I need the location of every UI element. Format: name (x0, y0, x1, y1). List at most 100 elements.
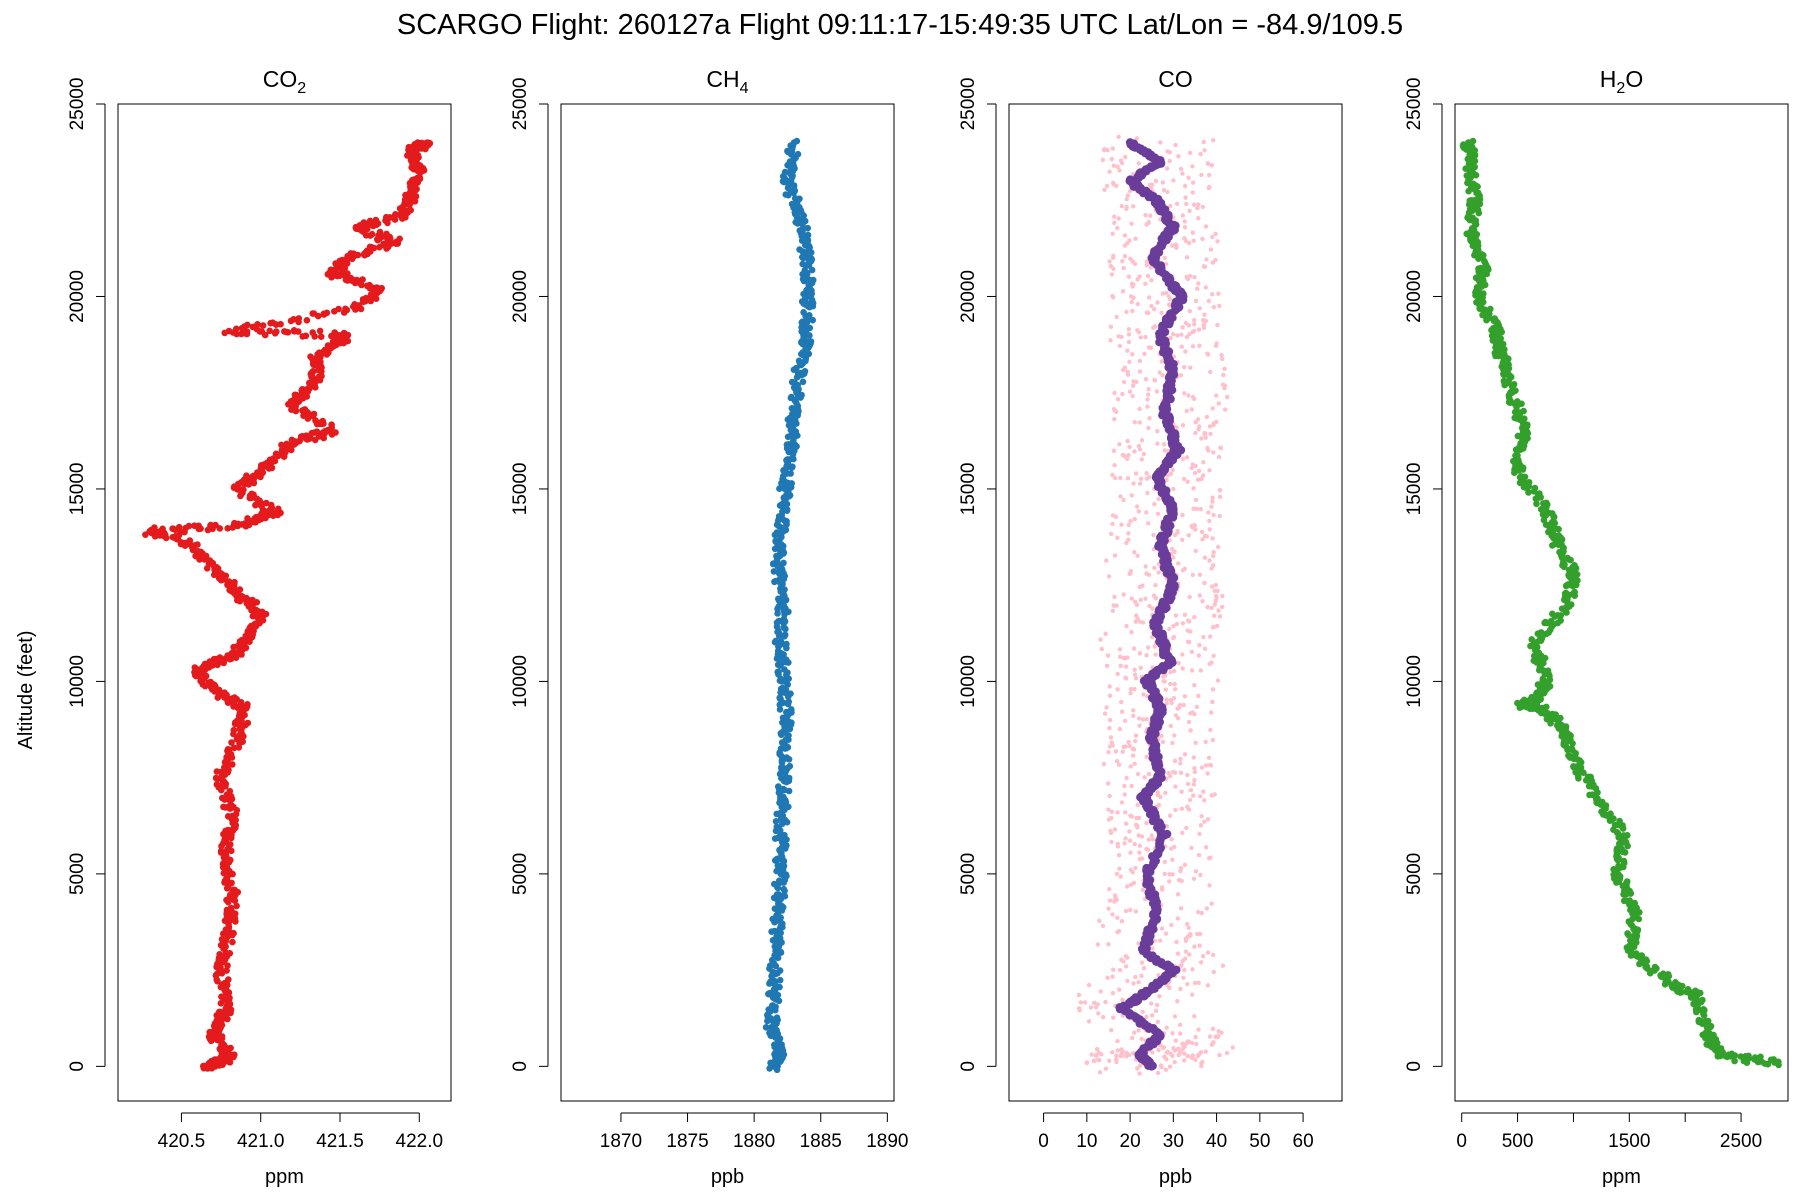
data-point (1126, 274, 1132, 279)
data-point (1114, 1057, 1119, 1062)
figure-title: SCARGO Flight: 260127a Flight 09:11:17-1… (397, 9, 1403, 41)
data-point (1158, 794, 1163, 800)
data-point (1175, 999, 1180, 1004)
data-point (1115, 1038, 1120, 1044)
data-point (1110, 608, 1116, 613)
data-point (1190, 967, 1195, 972)
data-point (1524, 435, 1531, 442)
data-point (1088, 1005, 1094, 1010)
data-point (1132, 761, 1137, 766)
data-point (1196, 693, 1201, 699)
data-point (1155, 790, 1161, 795)
data-point (1153, 324, 1158, 329)
data-point (1189, 668, 1195, 673)
data-point (1114, 603, 1119, 608)
x-tick-label: 421.5 (316, 1131, 364, 1152)
data-point (146, 528, 153, 535)
data-point (273, 508, 280, 516)
data-point (1171, 486, 1176, 492)
data-point (1190, 164, 1195, 169)
data-point (225, 928, 233, 935)
data-point (1172, 844, 1177, 850)
data-point (1209, 605, 1214, 611)
data-point (1129, 493, 1134, 498)
data-point (1167, 626, 1172, 632)
data-point (1127, 743, 1132, 749)
data-point (1191, 876, 1197, 881)
data-point (1197, 343, 1202, 348)
data-point (1131, 880, 1137, 886)
data-point (1211, 624, 1216, 630)
data-point (1126, 339, 1132, 345)
data-point (1152, 565, 1157, 571)
data-point (781, 887, 788, 895)
data-point (1124, 664, 1129, 669)
data-point (1215, 623, 1220, 629)
data-point (1176, 1046, 1181, 1051)
data-point (1210, 1026, 1216, 1032)
data-point (1180, 171, 1185, 176)
data-point (1485, 310, 1493, 318)
data-point (1125, 348, 1130, 353)
data-point (1189, 523, 1194, 529)
data-point (1191, 329, 1197, 334)
data-point (241, 639, 249, 647)
data-point (418, 139, 425, 147)
data-point (1101, 1014, 1106, 1020)
data-point (1185, 804, 1190, 809)
data-point (1121, 655, 1126, 661)
data-point (1115, 841, 1121, 846)
data-point (1505, 376, 1513, 384)
data-point (787, 690, 794, 697)
data-point (1205, 604, 1210, 610)
data-point (1180, 666, 1185, 671)
data-point (1731, 1057, 1738, 1065)
data-point (1185, 639, 1191, 644)
data-point (1148, 265, 1154, 270)
data-point (1176, 877, 1182, 883)
data-point (1122, 841, 1127, 846)
data-point (1171, 178, 1176, 183)
data-point (227, 1006, 235, 1014)
data-point (1125, 138, 1135, 147)
data-point (777, 685, 785, 693)
data-point (1211, 450, 1216, 455)
data-point (1213, 231, 1218, 237)
data-point (1170, 243, 1175, 248)
data-point (241, 520, 249, 527)
data-point (1145, 397, 1150, 402)
panel-title: CO2 (263, 66, 307, 97)
data-point (1162, 255, 1167, 261)
data-point (229, 761, 236, 768)
data-point (1146, 425, 1151, 431)
data-point (1210, 234, 1215, 240)
data-point (1128, 691, 1133, 696)
data-point (1169, 504, 1178, 513)
data-point (1207, 468, 1212, 473)
data-point (1213, 343, 1219, 348)
data-point (1157, 938, 1163, 943)
data-point (804, 331, 811, 339)
data-point (1164, 477, 1169, 483)
data-point (1169, 581, 1178, 590)
data-point (1164, 1025, 1169, 1030)
data-point (1626, 942, 1634, 949)
data-point (283, 442, 290, 450)
data-point (1178, 373, 1184, 378)
data-point (804, 231, 812, 239)
data-point (1144, 259, 1150, 264)
data-point (1187, 952, 1192, 957)
data-point (1128, 256, 1133, 261)
data-point (1170, 546, 1175, 552)
data-point (1156, 570, 1161, 575)
data-point (1211, 512, 1216, 518)
data-point (233, 589, 241, 597)
data-point (263, 499, 270, 507)
data-point (1120, 749, 1126, 754)
data-point (1124, 197, 1129, 202)
data-point (1178, 756, 1183, 762)
data-point (1185, 479, 1190, 484)
data-point (220, 859, 228, 867)
